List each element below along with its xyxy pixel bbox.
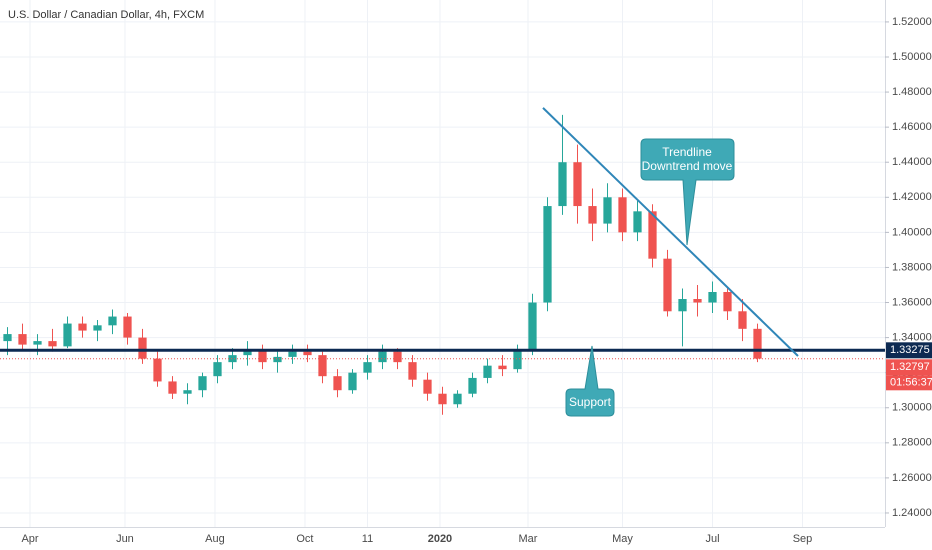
candle-body — [63, 323, 72, 347]
countdown-box — [886, 375, 932, 391]
candle-body — [183, 390, 192, 394]
candle-body — [108, 316, 117, 326]
x-tick-label: Jun — [116, 533, 134, 545]
candle-body — [93, 325, 102, 331]
y-tick-label: 1.24000 — [892, 507, 932, 519]
support-callout: Support — [565, 345, 615, 417]
candle-body — [438, 393, 447, 405]
candle-body — [528, 302, 537, 350]
y-tick-label: 1.50000 — [892, 51, 932, 63]
candle-body — [468, 377, 477, 394]
candle-body — [243, 349, 252, 356]
candle-body — [258, 349, 267, 363]
candle-body — [588, 206, 597, 224]
candle-body — [573, 162, 582, 207]
y-tick-label: 1.44000 — [892, 156, 932, 168]
candle-body — [333, 376, 342, 391]
y-tick-label: 1.36000 — [892, 296, 932, 308]
candle-body — [198, 376, 207, 391]
candle-body — [123, 316, 132, 338]
candle-body — [603, 197, 612, 224]
x-tick-label: Jul — [705, 533, 719, 545]
trendline-callout: Trendline Downtrend move — [640, 138, 735, 246]
y-tick-label: 1.30000 — [892, 402, 932, 414]
callout-text: Support — [569, 395, 612, 409]
x-tick-label: May — [612, 533, 633, 545]
candle-body — [693, 299, 702, 303]
candle-body — [393, 351, 402, 363]
callout-text: Trendline — [662, 145, 712, 159]
candle-body — [678, 299, 687, 312]
trendline — [542, 107, 799, 357]
callout-bubble — [640, 138, 735, 246]
candle-body — [648, 211, 657, 259]
x-tick-label: Oct — [296, 533, 313, 545]
current-price-label: 1.32797 — [890, 361, 930, 373]
candle-body — [348, 372, 357, 391]
candle-body — [48, 341, 57, 347]
candle-body — [483, 365, 492, 378]
candle-body — [378, 351, 387, 363]
candle-body — [3, 334, 12, 342]
candle-body — [318, 355, 327, 377]
candle-body — [273, 356, 282, 363]
x-tick-label: Aug — [205, 533, 225, 545]
x-tick-label: Apr — [21, 533, 38, 545]
callout-text: Downtrend move — [642, 159, 733, 173]
current-price-box — [886, 359, 932, 376]
candle-body — [138, 337, 147, 359]
candle-body — [753, 328, 762, 359]
y-tick-label: 1.48000 — [892, 86, 932, 98]
candle-body — [18, 334, 27, 345]
x-tick-label: 2020 — [428, 533, 452, 545]
support-price-label: 1.33275 — [890, 344, 930, 356]
candle-body — [78, 323, 87, 331]
x-tick-label: Sep — [793, 533, 813, 545]
candle-body — [738, 311, 747, 329]
x-tick-label: Mar — [519, 533, 538, 545]
y-tick-label: 1.28000 — [892, 437, 932, 449]
candle-body — [423, 379, 432, 394]
candle-body — [543, 206, 552, 303]
candle-body — [663, 258, 672, 312]
candle-body — [408, 362, 417, 380]
candle-body — [618, 197, 627, 233]
y-tick-label: 1.52000 — [892, 16, 932, 28]
candle-body — [228, 355, 237, 363]
y-tick-label: 1.38000 — [892, 261, 932, 273]
candle-body — [153, 358, 162, 382]
candle-body — [213, 362, 222, 377]
candle-body — [33, 341, 42, 345]
candle-body — [708, 291, 717, 303]
y-tick-label: 1.26000 — [892, 472, 932, 484]
candle-body — [498, 365, 507, 370]
support-price-box — [886, 342, 932, 359]
y-tick-label: 1.34000 — [892, 332, 932, 344]
candle-body — [168, 381, 177, 394]
candle-body — [303, 351, 312, 356]
x-tick-label: 11 — [362, 533, 373, 545]
y-tick-label: 1.42000 — [892, 191, 932, 203]
candle-body — [363, 362, 372, 373]
chart-title: U.S. Dollar / Canadian Dollar, 4h, FXCM — [8, 9, 204, 21]
candle-body — [453, 393, 462, 405]
candle-body — [723, 291, 732, 312]
y-tick-label: 1.46000 — [892, 121, 932, 133]
countdown-label: 01:56:37 — [890, 377, 932, 389]
candle-body — [558, 162, 567, 207]
candle-body — [633, 211, 642, 233]
candle-body — [513, 349, 522, 370]
candle-body — [288, 351, 297, 357]
y-tick-label: 1.40000 — [892, 226, 932, 238]
callout-bubble — [565, 345, 615, 417]
